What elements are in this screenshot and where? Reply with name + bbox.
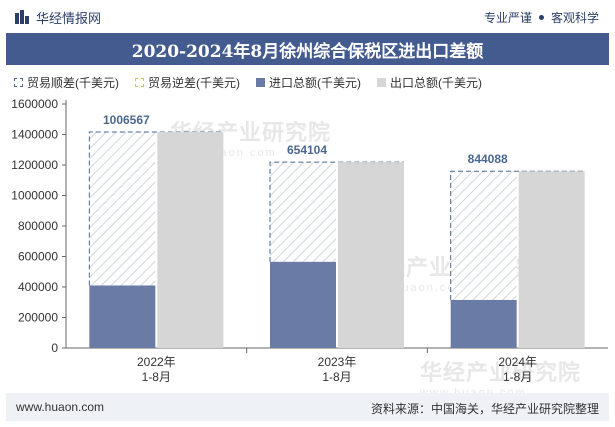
surplus-bar	[450, 171, 517, 300]
legend-item-export: 出口总额(千美元)	[377, 74, 482, 91]
legend-item-import: 进口总额(千美元)	[256, 74, 361, 91]
axes: 0 200000 400000 600000 800000 1000000 1200000 1…	[11, 97, 608, 355]
labels: 10065672022年1-8月6541042023年1-8月844088202…	[103, 113, 537, 384]
dot-separator-icon	[538, 15, 544, 20]
footer: www.huaon.com 资料来源：中国海关，华经产业研究院整理	[6, 393, 609, 421]
y-tick-label: 1600000	[11, 97, 58, 111]
legend-swatch-export	[377, 77, 386, 87]
y-tick-label: 400000	[18, 280, 58, 294]
y-tick-label: 1000000	[11, 189, 58, 203]
x-tick-label: 1-8月	[142, 370, 171, 384]
surplus-outline	[269, 161, 404, 262]
surplus-value-label: 654104	[287, 143, 327, 157]
y-tick-label: 1400000	[11, 128, 58, 142]
legend-swatch-surplus	[14, 77, 23, 87]
y-tick-label: 800000	[18, 219, 58, 233]
chart-title-bar: 2020-2024年8月徐州综合保税区进出口差额	[6, 33, 609, 65]
legend-swatch-import	[256, 77, 265, 87]
slogan-left: 专业严谨	[483, 11, 532, 25]
footer-website: www.huaon.com	[16, 400, 105, 414]
y-tick-label: 0	[51, 341, 58, 355]
bar-chart-logo-icon	[15, 10, 29, 24]
y-tick-label: 600000	[18, 250, 58, 264]
legend-label-export: 出口总额(千美元)	[390, 75, 482, 90]
chart-title: 2020-2024年8月徐州综合保税区进出口差额	[131, 41, 484, 62]
legend-label-deficit: 贸易逆差(千美元)	[148, 75, 240, 90]
surplus-value-label: 844088	[468, 152, 508, 166]
import-bar	[450, 299, 517, 348]
x-tick-label: 1-8月	[503, 370, 532, 384]
x-tick-label: 2024年	[498, 355, 537, 369]
slogan-right: 客观科学	[550, 11, 599, 25]
bars	[88, 131, 585, 348]
import-bar	[89, 285, 156, 348]
import-bar	[270, 261, 336, 348]
export-bar	[157, 131, 224, 348]
x-tick-label: 2023年	[318, 355, 357, 369]
x-tick-label: 2022年	[137, 355, 176, 369]
surplus-bar	[89, 131, 156, 286]
y-tick-label: 200000	[18, 311, 58, 325]
brand-name: 华经情报网	[36, 10, 102, 26]
legend-label-surplus: 贸易顺差(千美元)	[27, 75, 119, 90]
export-bar	[518, 171, 585, 348]
legend-label-import: 进口总额(千美元)	[269, 75, 361, 90]
y-tick-label: 1200000	[11, 158, 58, 172]
surplus-value-label: 1006567	[103, 113, 150, 127]
surplus-bar	[270, 162, 336, 262]
legend: 贸易顺差(千美元) 贸易逆差(千美元) 进口总额(千美元) 出口总额(千美元)	[14, 72, 482, 92]
legend-swatch-deficit	[135, 77, 144, 87]
brand: 华经情报网	[14, 8, 101, 26]
legend-item-surplus: 贸易顺差(千美元)	[14, 74, 119, 91]
export-bar	[338, 162, 404, 348]
slogan: 专业严谨 客观科学	[484, 9, 599, 26]
surplus-outline	[450, 170, 585, 300]
legend-item-deficit: 贸易逆差(千美元)	[135, 74, 240, 91]
top-bar: 华经情报网 专业严谨 客观科学	[0, 0, 615, 33]
x-tick-label: 1-8月	[322, 370, 351, 384]
footer-source: 资料来源：中国海关，华经产业研究院整理	[370, 402, 599, 416]
